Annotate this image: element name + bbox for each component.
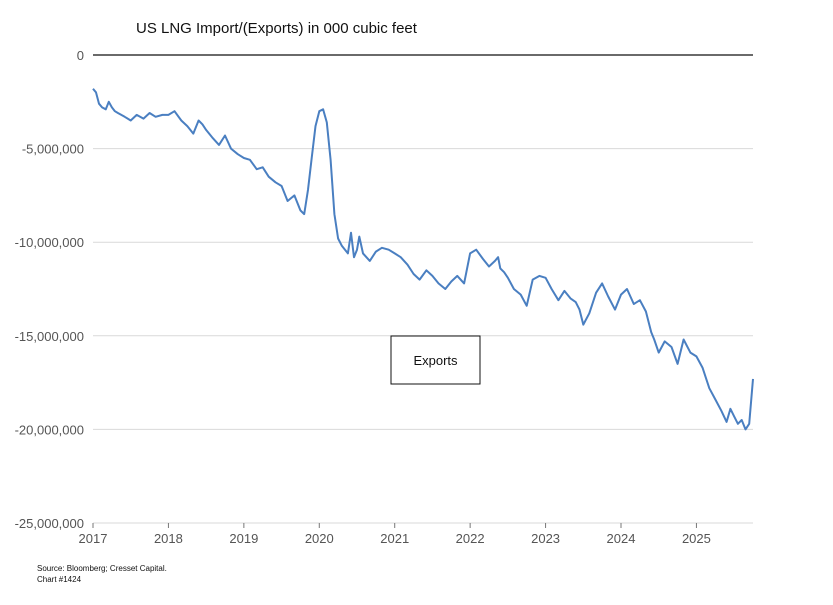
x-tick-label: 2025 [682,531,711,546]
y-tick-label: -10,000,000 [15,235,84,250]
chart-title: US LNG Import/(Exports) in 000 cubic fee… [136,20,418,37]
x-tick-label: 2023 [531,531,560,546]
x-axis-ticks: 2017 2018 2019 2020 2021 2022 2023 2024 2025 [79,523,711,546]
y-tick-label: -15,000,000 [15,329,84,344]
x-tick-label: 2024 [607,531,636,546]
x-tick-label: 2019 [229,531,258,546]
x-tick-label: 2022 [456,531,485,546]
source-note: Source: Bloomberg; Cresset Capital. [37,564,167,573]
x-tick-label: 2020 [305,531,334,546]
annotation-box [390,335,481,385]
y-tick-label: 0 [77,48,84,63]
y-tick-label: -25,000,000 [15,516,84,531]
y-axis-ticks: 0 -5,000,000 -10,000,000 -15,000,000 -20,000… [15,48,84,531]
x-tick-label: 2018 [154,531,183,546]
chart-number: Chart #1424 [37,575,82,584]
x-tick-label: 2017 [79,531,108,546]
y-tick-label: -20,000,000 [15,422,84,437]
series-line [92,88,754,431]
y-tick-label: -5,000,000 [22,142,84,157]
annotation-label: Exports [413,353,458,368]
x-tick-label: 2021 [380,531,409,546]
